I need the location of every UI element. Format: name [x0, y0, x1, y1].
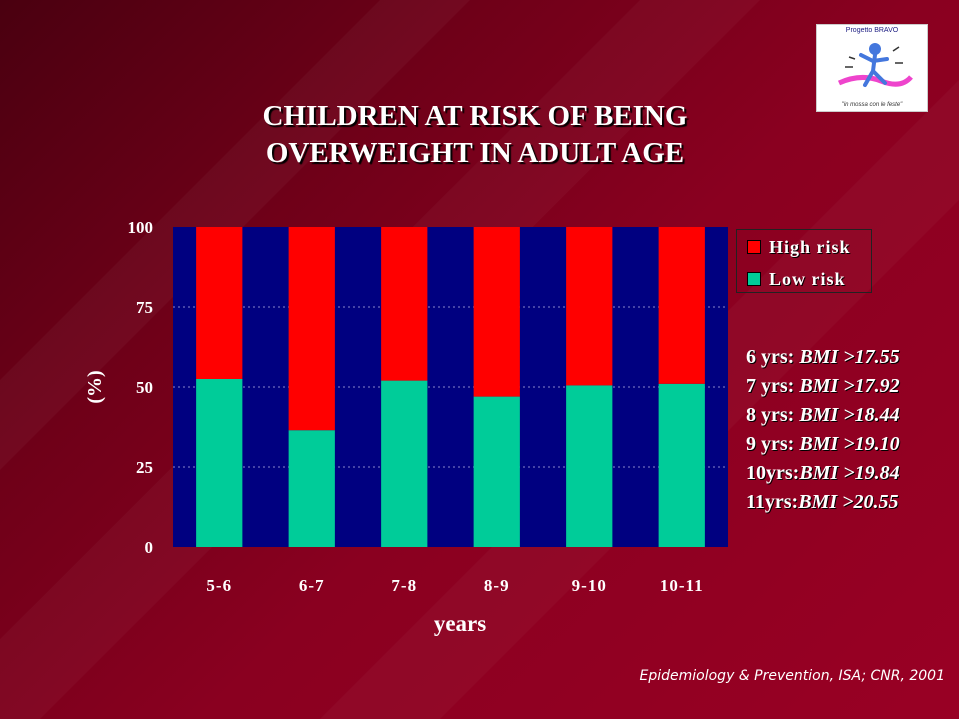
bar-high-risk-10-11 — [658, 227, 705, 384]
bars — [196, 227, 705, 547]
x-axis-label: years — [434, 611, 486, 636]
slide-title: CHILDREN AT RISK OF BEING OVERWEIGHT IN … — [160, 98, 790, 172]
bar-high-risk-8-9 — [473, 227, 520, 397]
bmi-row: 7 yrs: BMI >17.92 — [746, 372, 900, 401]
running-child-icon — [837, 43, 913, 87]
bar-low-risk-6-7 — [288, 430, 335, 547]
logo-motto: "in mossa con le feste" — [841, 102, 903, 108]
x-tick-label: 10-11 — [660, 576, 704, 595]
x-tick-label: 9-10 — [572, 576, 607, 595]
x-tick-label: 5-6 — [206, 576, 232, 595]
bmi-age: 9 yrs: — [746, 433, 795, 455]
bmi-age: 11yrs: — [746, 491, 799, 513]
bmi-row: 8 yrs: BMI >18.44 — [746, 401, 900, 430]
bar-low-risk-5-6 — [196, 379, 243, 547]
x-tick-label: 7-8 — [391, 576, 417, 595]
bmi-value: BMI >19.10 — [799, 433, 900, 455]
bmi-threshold-list: 6 yrs: BMI >17.55 7 yrs: BMI >17.92 8 yr… — [746, 343, 900, 517]
plot-area — [173, 227, 728, 547]
bar-low-risk-7-8 — [381, 380, 428, 547]
x-tick-label: 6-7 — [299, 576, 325, 595]
legend-label: Low risk — [769, 268, 846, 289]
y-tick-label: 100 — [128, 218, 154, 237]
bar-low-risk-9-10 — [566, 385, 613, 547]
legend-swatch-low-risk — [747, 272, 761, 286]
bmi-row: 6 yrs: BMI >17.55 — [746, 343, 900, 372]
y-tick-label: 75 — [136, 298, 153, 317]
bmi-value: BMI >20.55 — [798, 491, 899, 513]
bmi-age: 6 yrs: — [746, 346, 795, 368]
bar-high-risk-9-10 — [566, 227, 613, 386]
y-tick-label: 50 — [136, 378, 153, 397]
bmi-row: 9 yrs: BMI >19.10 — [746, 430, 900, 459]
bar-low-risk-10-11 — [658, 383, 705, 547]
chart-legend: High risk Low risk — [736, 229, 872, 293]
bar-low-risk-8-9 — [473, 396, 520, 547]
legend-swatch-high-risk — [747, 240, 761, 254]
x-tick-labels: 5-6 6-7 7-8 8-9 9-10 10-11 — [206, 576, 704, 595]
bar-high-risk-6-7 — [288, 227, 335, 431]
bmi-value: BMI >18.44 — [799, 404, 900, 426]
y-tick-label: 0 — [145, 538, 154, 557]
bmi-row: 11yrs:BMI >20.55 — [746, 488, 900, 517]
bar-high-risk-5-6 — [196, 227, 243, 379]
legend-item-low-risk: Low risk — [747, 268, 846, 290]
source-citation: Epidemiology & Prevention, ISA; CNR, 200… — [639, 668, 945, 684]
legend-item-high-risk: High risk — [747, 236, 851, 258]
bmi-age: 7 yrs: — [746, 375, 795, 397]
project-logo: Progetto BRAVO "in mossa con le feste" — [816, 24, 928, 112]
bar-high-risk-7-8 — [381, 227, 428, 381]
bmi-age: 8 yrs: — [746, 404, 795, 426]
bmi-value: BMI >19.84 — [799, 462, 900, 484]
bmi-row: 10yrs:BMI >19.84 — [746, 459, 900, 488]
bmi-value: BMI >17.55 — [799, 346, 900, 368]
y-axis-label: (%) — [84, 370, 106, 403]
legend-label: High risk — [769, 236, 851, 257]
bmi-age: 10yrs: — [746, 462, 800, 484]
y-tick-labels: 0 25 50 75 100 — [128, 218, 154, 557]
x-tick-label: 8-9 — [484, 576, 510, 595]
bmi-value: BMI >17.92 — [799, 375, 900, 397]
y-tick-label: 25 — [136, 458, 153, 477]
logo-title: Progetto BRAVO — [845, 27, 899, 34]
title-line: OVERWEIGHT IN ADULT AGE — [265, 137, 685, 169]
title-line: CHILDREN AT RISK OF BEING — [262, 100, 688, 132]
